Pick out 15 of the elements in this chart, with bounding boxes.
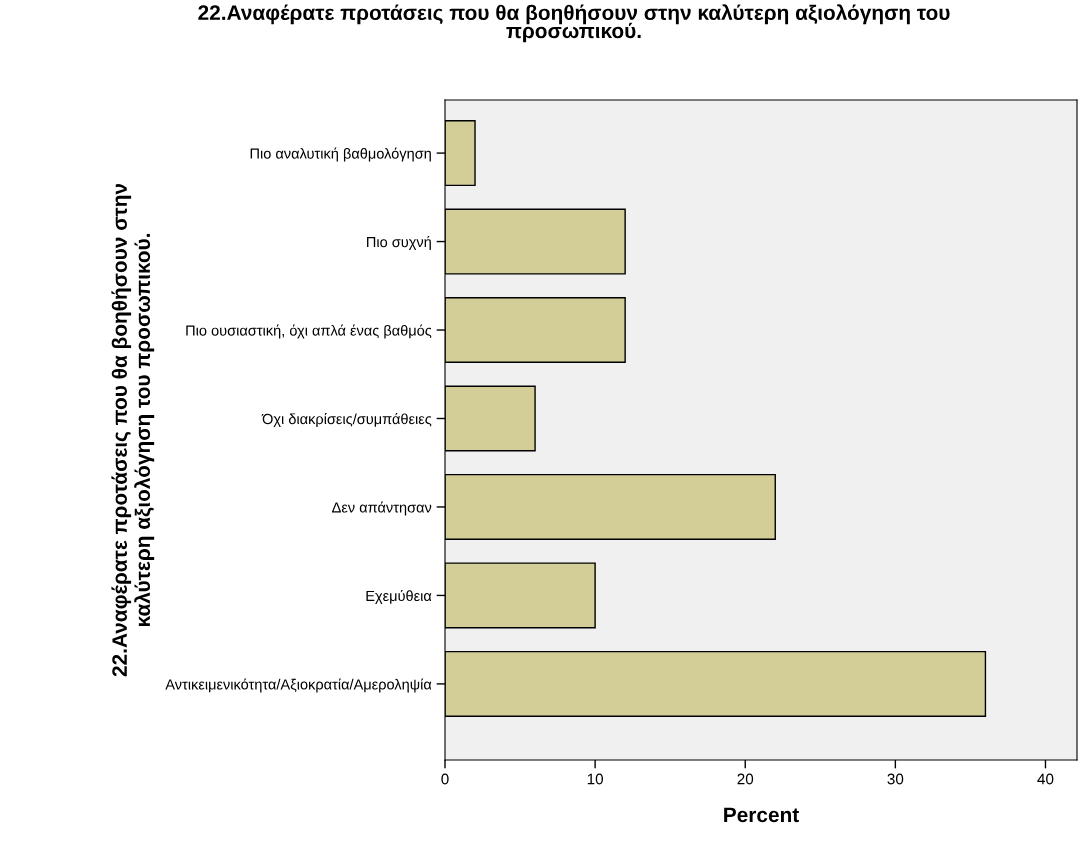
y-axis-title: 22.Αναφέρατε προτάσεις που θα βοηθήσουν στην καλύτερη αξιολόγηση του προσωπικού. <box>111 183 155 677</box>
y-tick-label: Πιο ουσιαστική, όχι απλά ένας βαθμός <box>186 324 432 339</box>
x-tick-label: 10 <box>587 773 604 785</box>
y-tick-label: Εχεμύθεια <box>366 589 432 604</box>
x-tick-label: 0 <box>441 773 449 785</box>
chart-title: 22.Αναφέρατε προτάσεις που θα βοηθήσουν στην καλύτερη αξιολόγηση του προσωπικού. <box>198 4 950 43</box>
y-tick-label: Πιο αναλυτική βαθμολόγηση <box>250 147 431 162</box>
x-tick-label: 30 <box>887 773 904 785</box>
y-tick-label: Πιο συχνή <box>367 236 431 251</box>
x-axis-title: Percent <box>724 807 799 823</box>
y-tick-label: Αντικειμενικότητα/Αξιοκρατία/Αμεροληψία <box>165 678 432 693</box>
x-tick-label: 40 <box>1037 773 1054 785</box>
x-tick-label: 20 <box>737 773 754 785</box>
y-tick-label: Δεν απάντησαν <box>332 501 432 516</box>
y-tick-label: Όχι διακρίσεις/συμπάθειες <box>261 413 432 428</box>
